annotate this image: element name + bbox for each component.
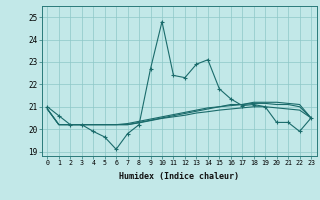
X-axis label: Humidex (Indice chaleur): Humidex (Indice chaleur): [119, 172, 239, 181]
